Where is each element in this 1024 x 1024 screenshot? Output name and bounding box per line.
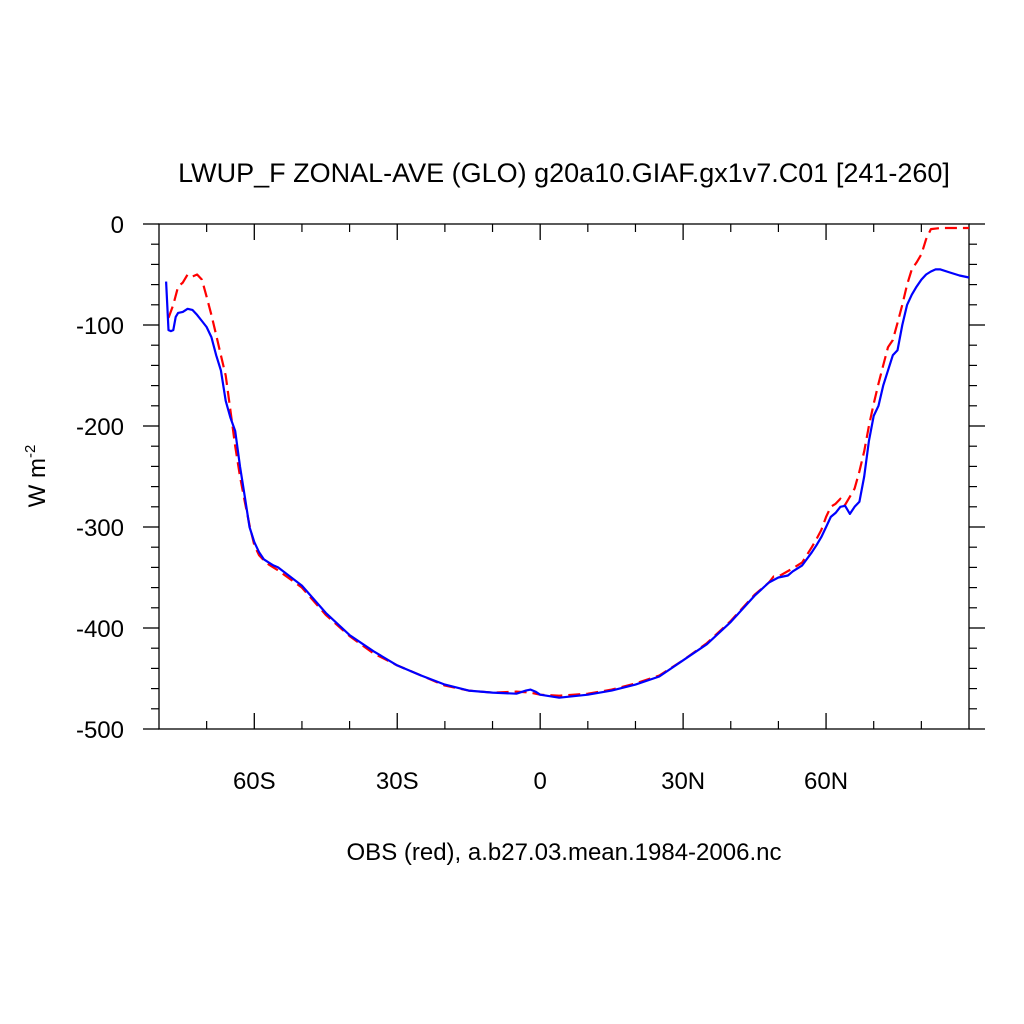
chart-title: LWUP_F ZONAL-AVE (GLO) g20a10.GIAF.gx1v7… bbox=[178, 158, 950, 188]
y-tick-label: 0 bbox=[111, 212, 124, 239]
x-tick-label: 60S bbox=[233, 768, 276, 795]
y-tick-labels: 0 -100 -200 -300 -400 -500 bbox=[76, 212, 124, 744]
x-tick-label: 0 bbox=[533, 768, 546, 795]
x-tick-label: 60N bbox=[804, 768, 848, 795]
y-axis-label: W m-2 bbox=[22, 445, 51, 508]
minor-ticks bbox=[151, 224, 977, 729]
y-axis-label-exponent: -2 bbox=[22, 445, 39, 458]
series-layer bbox=[165, 226, 970, 699]
y-tick-label: -300 bbox=[76, 515, 124, 542]
y-tick-label: -400 bbox=[76, 616, 124, 643]
major-ticks bbox=[143, 223, 985, 730]
y-tick-label: -500 bbox=[76, 717, 124, 744]
y-tick-label: -100 bbox=[76, 313, 124, 340]
obs-series-line bbox=[167, 226, 969, 697]
x-tick-labels: 60S 30S 0 30N 60N bbox=[233, 768, 848, 795]
x-tick-label: 30S bbox=[376, 768, 419, 795]
plot-area bbox=[143, 223, 985, 730]
plot-frame bbox=[158, 223, 970, 730]
x-axis-label: OBS (red), a.b27.03.mean.1984-2006.nc bbox=[347, 839, 782, 866]
x-tick-label: 30N bbox=[661, 768, 705, 795]
y-axis-label-base: W m bbox=[24, 458, 51, 507]
y-tick-label: -200 bbox=[76, 414, 124, 441]
svg-text:W m-2: W m-2 bbox=[22, 445, 51, 508]
model-series-line bbox=[165, 268, 970, 699]
